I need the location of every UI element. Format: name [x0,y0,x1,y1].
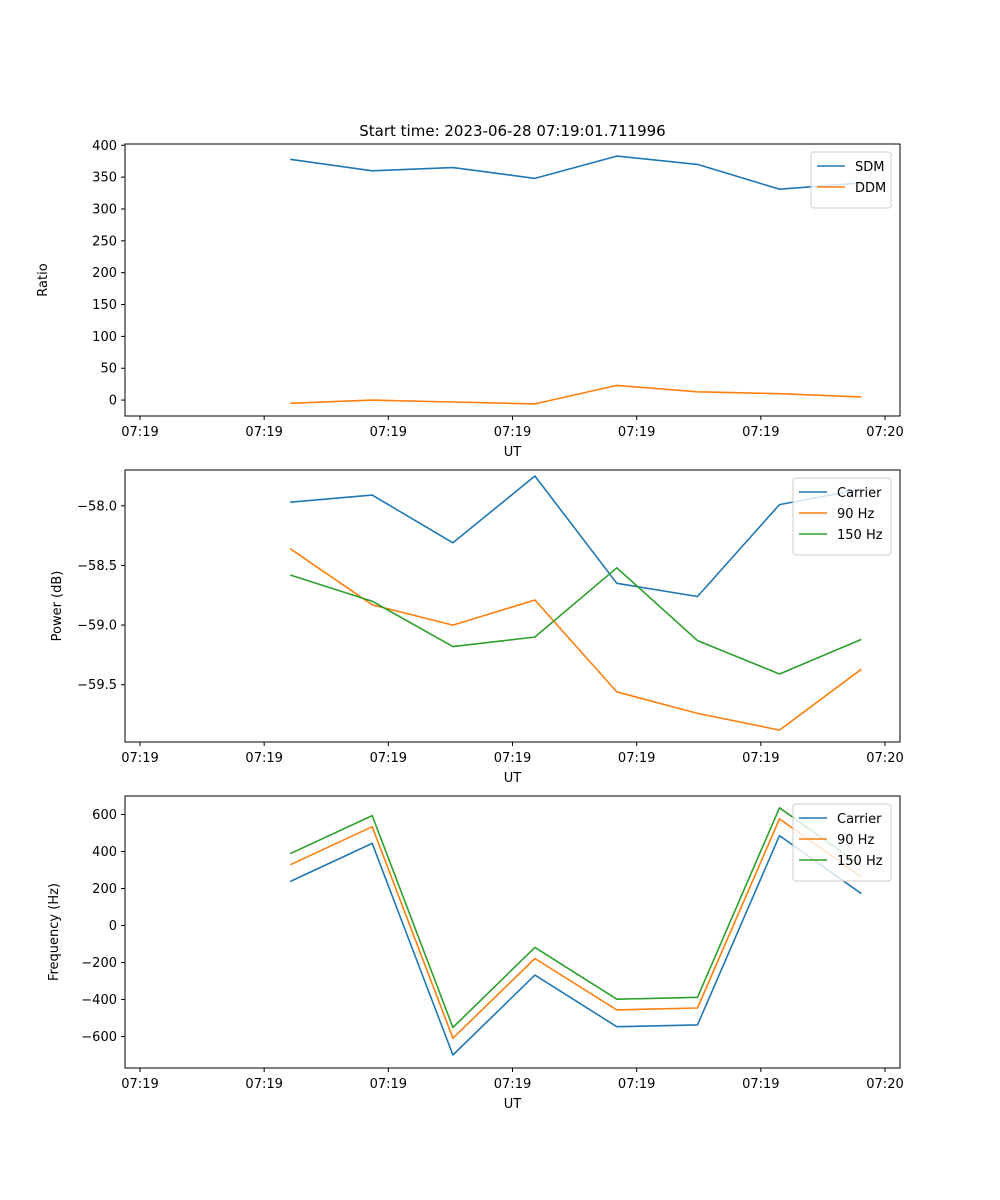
y-tick-label: 600 [92,808,117,823]
y-tick-label: 300 [92,202,117,217]
series-line-carrier [290,475,862,598]
legend-entry: 90 Hz [837,833,874,848]
series-line-carrier [289,834,862,1056]
legend-entry: 150 Hz [837,528,883,543]
legend-entry: DDM [855,181,886,196]
y-tick-label: −400 [81,993,117,1008]
legend-entry: Carrier [837,812,882,827]
x-tick-label: 07:19 [494,425,531,440]
x-tick-label: 07:20 [866,1077,903,1092]
x-tick-label: 07:19 [618,425,655,440]
y-tick-label: 200 [92,882,117,897]
axes-frame [124,143,901,417]
x-tick-label: 07:19 [742,1077,779,1092]
subplot-3: 07:19 07:19 07:19 07:19 07:19 07:19 07:20 600 40… [47,795,904,1112]
x-tick-label: 07:20 [866,751,903,766]
legend-entry: SDM [855,160,884,175]
legend-entry: 90 Hz [837,507,874,522]
legend: Carrier 90 Hz 150 Hz [792,803,892,882]
x-tick-label: 07:19 [618,1077,655,1092]
x-tick-label: 07:19 [494,1077,531,1092]
series-line-150-hz [289,806,862,1029]
y-tick-label: 50 [100,362,117,377]
y-tick-label: −200 [81,956,117,971]
y-tick-label: 250 [92,234,117,249]
series-line-ddm [290,384,862,405]
y-tick-label: 0 [109,919,117,934]
y-tick-label: −600 [81,1030,117,1045]
y-axis-label: Power (dB) [50,571,65,642]
series-line-90-hz [289,548,862,731]
x-tick-label: 07:19 [370,1077,407,1092]
x-tick-label: 07:19 [121,751,158,766]
x-axis-label: UT [504,445,522,460]
x-tick-label: 07:19 [742,751,779,766]
legend-entry: 150 Hz [837,854,883,869]
x-tick-label: 07:19 [245,425,282,440]
legend-box [792,803,892,882]
y-tick-label: 150 [92,298,117,313]
series-line-90-hz [289,818,862,1039]
x-axis-label: UT [504,771,522,786]
y-tick-label: 200 [92,266,117,281]
x-tick-label: 07:19 [618,751,655,766]
x-tick-label: 07:19 [121,1077,158,1092]
y-tick-label: 400 [92,139,117,154]
legend: SDM DDM [810,151,892,209]
x-tick-label: 07:19 [370,751,407,766]
x-tick-label: 07:20 [866,425,903,440]
y-tick-label: −59.0 [77,619,117,634]
y-tick-label: −58.0 [77,499,117,514]
y-tick-label: 100 [92,330,117,345]
y-axis-label: Ratio [36,263,51,296]
x-tick-label: 07:19 [245,751,282,766]
y-axis-label: Frequency (Hz) [47,883,62,981]
subplot-1: 07:19 07:19 07:19 07:19 07:19 07:19 07:20 0 50 10… [36,139,904,460]
x-axis-label: UT [504,1097,522,1112]
y-tick-label: −59.5 [77,678,117,693]
y-tick-label: −58.5 [77,559,117,574]
legend: Carrier 90 Hz 150 Hz [792,477,892,556]
series-line-150-hz [289,566,862,675]
x-tick-label: 07:19 [742,425,779,440]
axes-frame [124,469,901,743]
x-tick-label: 07:19 [370,425,407,440]
figure-title: Start time: 2023-06-28 07:19:01.711996 [359,122,665,140]
x-tick-label: 07:19 [121,425,158,440]
axes-frame [124,795,901,1069]
x-tick-label: 07:19 [245,1077,282,1092]
series-line-sdm [290,155,862,190]
subplot-2: 07:19 07:19 07:19 07:19 07:19 07:19 07:20 −58.0… [50,469,904,786]
legend-entry: Carrier [837,486,882,501]
x-tick-label: 07:19 [494,751,531,766]
y-tick-label: 350 [92,171,117,186]
legend-box [792,477,892,556]
y-tick-label: 0 [109,394,117,409]
y-tick-label: 400 [92,845,117,860]
